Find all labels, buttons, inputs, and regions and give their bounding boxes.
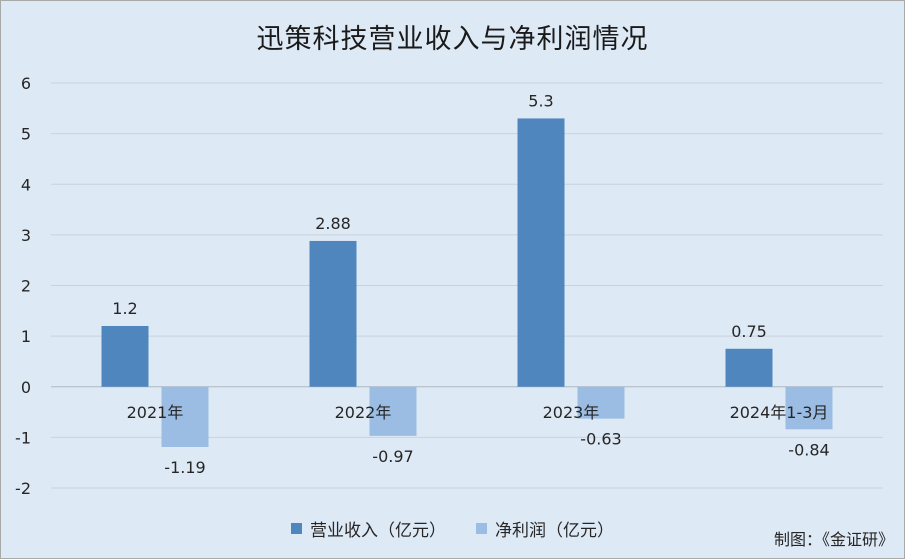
legend-swatch-revenue bbox=[291, 523, 302, 534]
data-label-revenue: 2.88 bbox=[315, 214, 351, 233]
source-note: 制图：《金证研》 bbox=[773, 530, 894, 549]
x-category-label: 2024年1-3月 bbox=[730, 403, 829, 422]
chart-title: 迅策科技营业收入与净利润情况 bbox=[256, 24, 649, 55]
y-tick-label: 6 bbox=[21, 74, 31, 93]
data-label-revenue: 5.3 bbox=[528, 91, 553, 110]
x-category-label: 2023年 bbox=[543, 403, 600, 422]
chart-legend: 营业收入（亿元） 净利润（亿元） bbox=[1, 516, 904, 541]
y-tick-label: 1 bbox=[21, 327, 31, 346]
bar-revenue bbox=[309, 240, 357, 387]
bar-revenue bbox=[725, 348, 773, 387]
data-label-net-profit: -1.19 bbox=[164, 458, 205, 477]
data-label-net-profit: -0.84 bbox=[788, 440, 829, 459]
data-label-net-profit: -0.97 bbox=[372, 447, 413, 466]
y-tick-label: 4 bbox=[21, 175, 31, 194]
y-tick-label: -2 bbox=[15, 479, 31, 498]
y-tick-label: 5 bbox=[21, 125, 31, 144]
data-label-net-profit: -0.63 bbox=[580, 430, 621, 449]
bar-revenue bbox=[101, 326, 149, 387]
bar-net-profit bbox=[577, 386, 625, 419]
y-tick-label: 3 bbox=[21, 226, 31, 245]
bar-net-profit bbox=[785, 386, 833, 430]
bar-net-profit bbox=[369, 386, 417, 436]
legend-swatch-net-profit bbox=[476, 523, 487, 534]
legend-label-net-profit: 净利润（亿元） bbox=[495, 521, 614, 541]
data-label-revenue: 0.75 bbox=[731, 322, 767, 341]
x-category-label: 2022年 bbox=[335, 403, 392, 422]
y-tick-label: 2 bbox=[21, 277, 31, 296]
data-label-revenue: 1.2 bbox=[112, 299, 137, 318]
x-category-label: 2021年 bbox=[127, 403, 184, 422]
legend-label-revenue: 营业收入（亿元） bbox=[310, 521, 446, 541]
legend-item-revenue: 营业收入（亿元） bbox=[291, 516, 446, 541]
y-tick-label: 0 bbox=[21, 378, 31, 397]
bar-net-profit bbox=[161, 386, 209, 447]
bar-revenue bbox=[517, 118, 565, 387]
legend-item-net-profit: 净利润（亿元） bbox=[476, 516, 614, 541]
y-tick-label: -1 bbox=[15, 428, 31, 447]
